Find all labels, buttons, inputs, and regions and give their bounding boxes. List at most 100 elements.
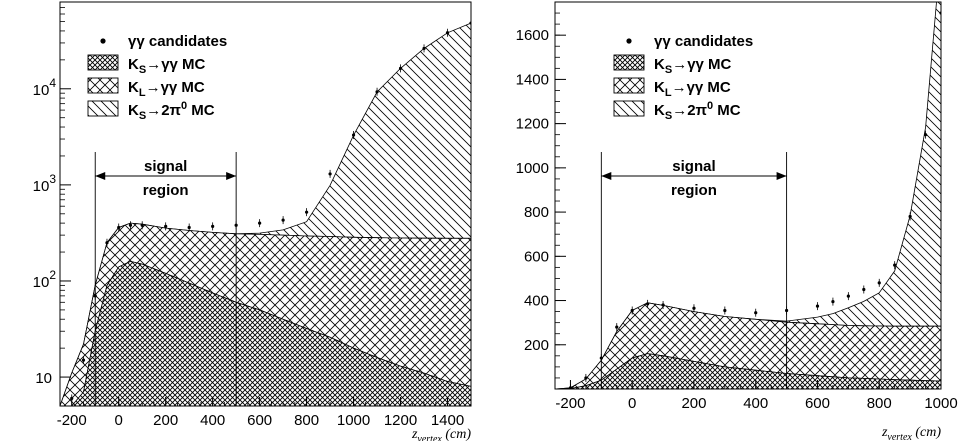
- x-axis-label: zvertex (cm): [881, 425, 941, 441]
- data-point: [923, 133, 928, 137]
- x-tick-label: 600: [247, 412, 272, 429]
- legend-swatch: [613, 100, 645, 117]
- data-point: [646, 302, 650, 306]
- legend-label-main: K: [128, 56, 139, 73]
- x-tick-label: 400: [200, 412, 225, 429]
- x-tick-label: 800: [294, 412, 319, 429]
- legend-label-tail: →γγ MC: [146, 79, 205, 96]
- legend-label-sub: S: [665, 110, 672, 122]
- x-tick-label: 1000: [924, 395, 957, 412]
- legend-label-tail2: MC: [187, 102, 215, 119]
- data-point: [128, 223, 133, 227]
- y-tick-label: 1200: [516, 116, 549, 133]
- legend-marker: [626, 38, 632, 44]
- legend-label-tail2: MC: [713, 102, 741, 119]
- data-point: [723, 308, 727, 313]
- data-point: [258, 221, 262, 225]
- legend-label-tail: →2π: [146, 102, 181, 119]
- x-axis-label-sub: vertex: [417, 434, 442, 441]
- right-chart-panel: -200 0 200 400 600 800 1000 200 400 600 800 1000 120…: [516, 1, 958, 441]
- left-chart-panel: -200 0 200 400 600 800 1000 1200 140010102103104…: [33, 1, 472, 441]
- legend-label-tail: →γγ MC: [146, 56, 205, 73]
- x-axis-label-sub: vertex: [887, 432, 912, 441]
- y-tick-base: 10: [33, 82, 50, 99]
- x-tick-label: -200: [555, 395, 585, 412]
- legend-label-tail: →γγ MC: [672, 56, 731, 73]
- legend-label: KS→2π0 MC: [654, 100, 741, 122]
- data-point: [908, 214, 912, 219]
- data-point: [422, 46, 426, 51]
- x-axis-label-main: z: [411, 427, 418, 441]
- arrow-head-left: [601, 172, 612, 180]
- x-tick-label: 0: [115, 412, 123, 429]
- legend-swatch: [87, 54, 119, 71]
- x-tick-label: -200: [57, 412, 87, 429]
- data-point: [445, 31, 450, 35]
- x-axis-label-unit: (cm): [912, 425, 941, 440]
- x-tick-label: 0: [628, 395, 636, 412]
- legend-label: γγ candidates: [128, 33, 227, 50]
- y-tick-label: 1600: [516, 27, 549, 44]
- x-tick-label: 1400: [431, 412, 464, 429]
- y-tick-label: 200: [524, 337, 549, 354]
- x-tick-label: 600: [805, 395, 830, 412]
- data-point: [164, 224, 168, 228]
- legend-label-sup: 0: [181, 100, 187, 112]
- data-point: [81, 358, 86, 362]
- legend-label-tail: →2π: [672, 102, 707, 119]
- signal-region-label-line2: region: [143, 182, 189, 199]
- x-axis-label-main: z: [881, 425, 888, 440]
- x-tick-label: 400: [743, 395, 768, 412]
- legend-label-sup: 0: [707, 100, 713, 112]
- legend-label-sub: S: [139, 64, 146, 76]
- y-tick-exponent: 3: [49, 172, 56, 186]
- y-tick-base: 10: [35, 370, 52, 387]
- x-tick-label: 1000: [337, 412, 370, 429]
- y-tick-label: 800: [524, 204, 549, 221]
- data-point: [893, 263, 897, 267]
- legend-label: KS→γγ MC: [128, 56, 206, 76]
- y-tick-label: 1000: [516, 160, 549, 177]
- y-tick-label: 104: [33, 76, 57, 99]
- area-hatch-0: [555, 353, 941, 389]
- data-point: [661, 303, 665, 307]
- legend-swatch: [87, 77, 119, 94]
- data-point: [328, 172, 332, 176]
- y-tick-label: 103: [33, 172, 57, 195]
- signal-region-label-line2: region: [671, 182, 717, 199]
- data-point: [398, 66, 403, 70]
- arrow-head-left: [95, 172, 106, 180]
- arrow-head-right: [776, 172, 787, 180]
- data-point: [305, 210, 309, 214]
- y-tick-label: 600: [524, 248, 549, 265]
- data-point: [584, 376, 588, 380]
- y-tick-base: 10: [33, 274, 50, 291]
- data-point: [815, 304, 820, 308]
- data-point: [692, 306, 696, 310]
- data-point: [105, 241, 109, 245]
- signal-region-label-line1: signal: [672, 158, 715, 175]
- y-tick-label: 10: [35, 370, 52, 387]
- legend-label-main: K: [654, 102, 665, 119]
- y-tick-label: 400: [524, 293, 549, 310]
- legend-label-main: K: [654, 56, 665, 73]
- data-point: [877, 281, 881, 285]
- y-tick-label: 1400: [516, 71, 549, 88]
- data-point: [281, 218, 285, 222]
- data-point: [211, 224, 215, 228]
- plot-frame: [554, 1, 942, 390]
- area-hatch-0: [60, 260, 471, 406]
- plot-frame: [59, 1, 472, 407]
- y-tick-base: 10: [33, 178, 50, 195]
- data-point: [351, 133, 356, 137]
- legend-label-main: K: [128, 102, 139, 119]
- data-point: [846, 294, 850, 298]
- legend-label: KS→2π0 MC: [128, 100, 215, 122]
- legend-label-main: K: [128, 79, 139, 96]
- legend-swatch: [613, 77, 645, 94]
- legend-swatch: [613, 54, 645, 71]
- legend-label-sub: L: [665, 87, 672, 99]
- data-point: [615, 325, 619, 329]
